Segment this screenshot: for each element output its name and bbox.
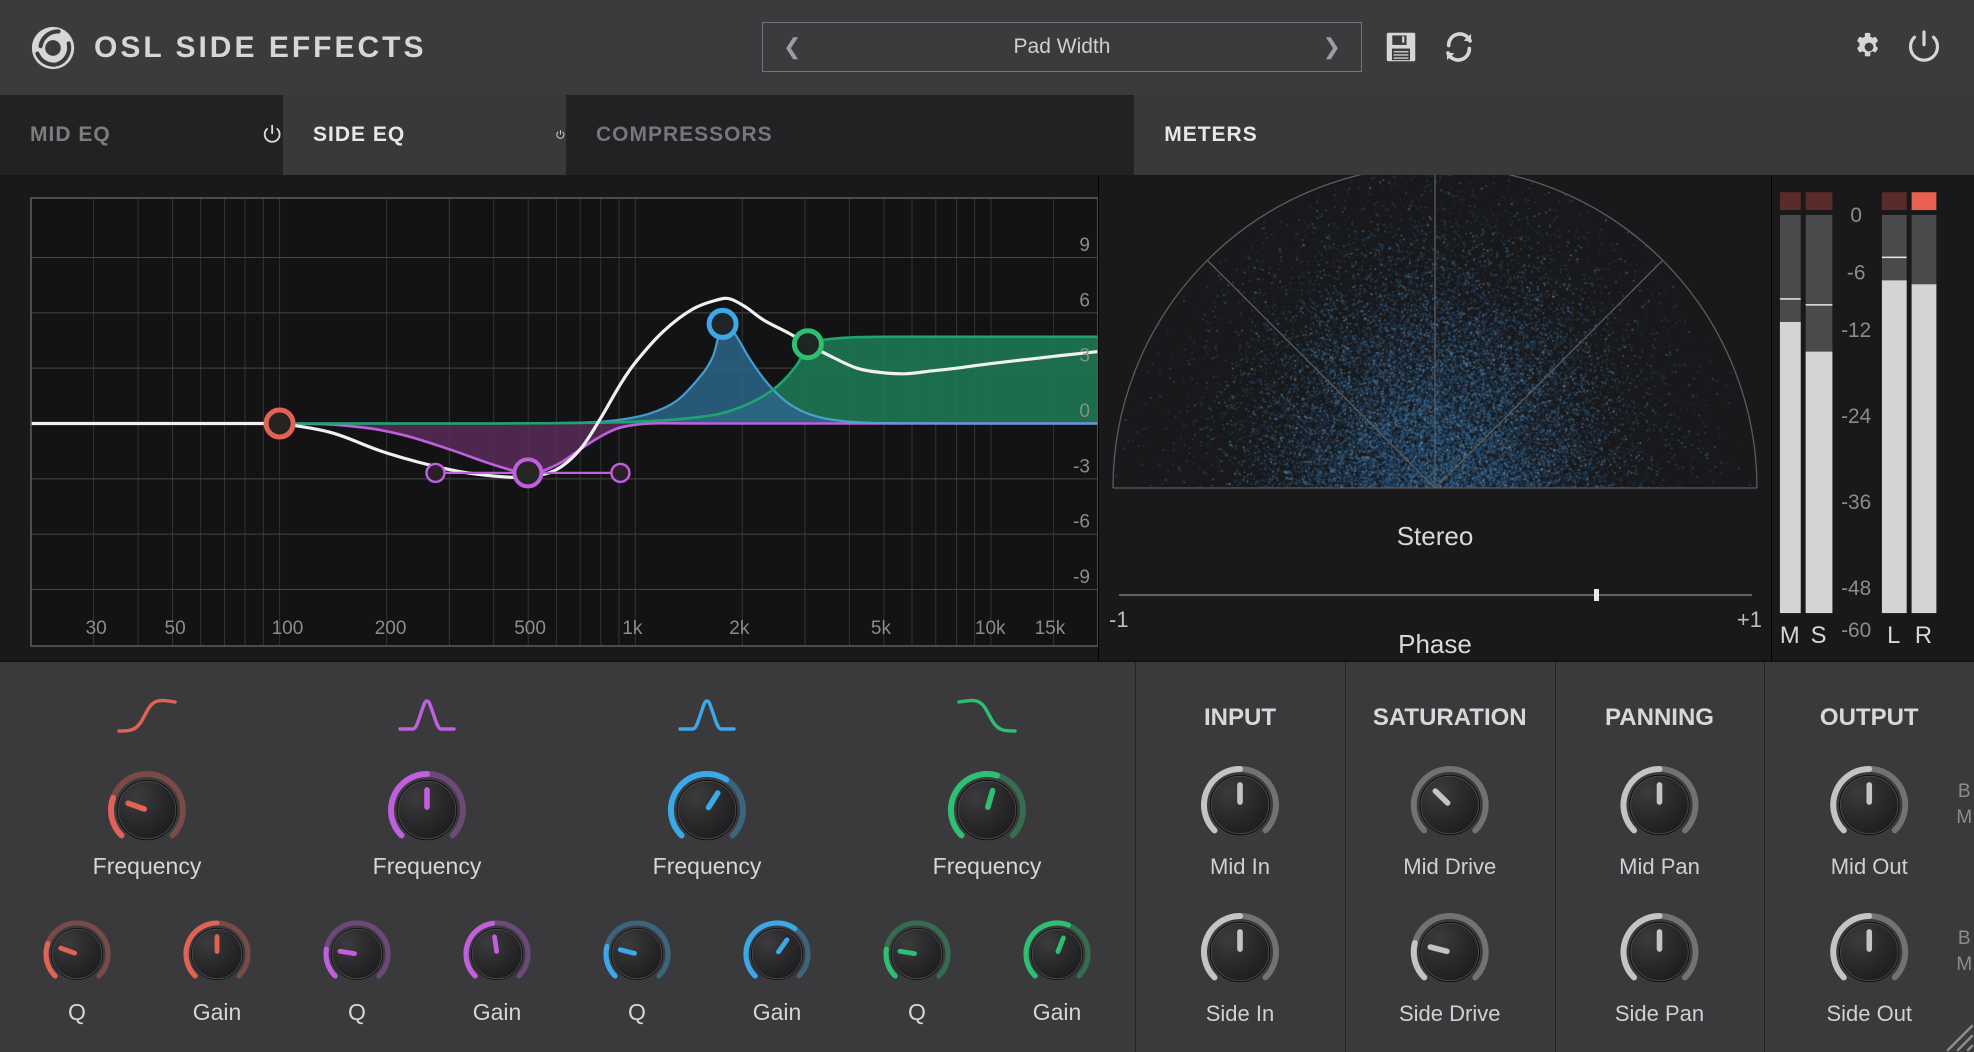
svg-text:S: S bbox=[1811, 622, 1827, 649]
svg-text:Mid Drive: Mid Drive bbox=[1403, 854, 1496, 879]
svg-text:Mid In: Mid In bbox=[1210, 854, 1270, 879]
svg-text:Gain: Gain bbox=[473, 999, 522, 1025]
svg-text:Q: Q bbox=[628, 999, 646, 1025]
svg-text:Stereo: Stereo bbox=[1397, 521, 1474, 551]
svg-text:Frequency: Frequency bbox=[373, 853, 482, 879]
svg-text:Mid Pan: Mid Pan bbox=[1619, 854, 1700, 879]
svg-text:1k: 1k bbox=[622, 618, 643, 639]
svg-text:-9: -9 bbox=[1073, 567, 1090, 588]
svg-text:30: 30 bbox=[86, 618, 107, 639]
svg-text:Q: Q bbox=[68, 999, 86, 1025]
svg-text:50: 50 bbox=[165, 618, 186, 639]
svg-text:OUTPUT: OUTPUT bbox=[1820, 704, 1919, 731]
svg-text:2k: 2k bbox=[729, 618, 750, 639]
svg-text:M: M bbox=[1780, 622, 1800, 649]
svg-text:INPUT: INPUT bbox=[1204, 704, 1276, 731]
svg-text:M: M bbox=[1956, 954, 1972, 975]
svg-text:500: 500 bbox=[514, 618, 546, 639]
svg-text:-12: -12 bbox=[1841, 319, 1871, 342]
svg-text:0: 0 bbox=[1079, 401, 1090, 422]
svg-text:Phase: Phase bbox=[1398, 629, 1472, 659]
svg-text:-6: -6 bbox=[1073, 512, 1090, 533]
svg-text:L: L bbox=[1887, 622, 1900, 649]
svg-text:Gain: Gain bbox=[1033, 999, 1082, 1025]
svg-text:-6: -6 bbox=[1847, 261, 1865, 284]
svg-text:+1: +1 bbox=[1737, 607, 1762, 632]
svg-text:Q: Q bbox=[908, 999, 926, 1025]
svg-text:-1: -1 bbox=[1109, 607, 1129, 632]
svg-text:200: 200 bbox=[375, 618, 407, 639]
svg-text:Frequency: Frequency bbox=[933, 853, 1042, 879]
svg-text:-36: -36 bbox=[1841, 491, 1871, 514]
svg-text:15k: 15k bbox=[1035, 618, 1066, 639]
svg-text:B: B bbox=[1958, 928, 1971, 949]
svg-text:Gain: Gain bbox=[193, 999, 242, 1025]
svg-text:SATURATION: SATURATION bbox=[1373, 704, 1527, 731]
svg-text:-24: -24 bbox=[1841, 405, 1871, 428]
svg-text:Side Pan: Side Pan bbox=[1615, 1001, 1704, 1026]
svg-text:3: 3 bbox=[1079, 346, 1090, 367]
svg-text:-60: -60 bbox=[1841, 619, 1871, 642]
svg-text:Frequency: Frequency bbox=[93, 853, 202, 879]
svg-text:10k: 10k bbox=[975, 618, 1006, 639]
svg-text:0: 0 bbox=[1850, 204, 1862, 227]
svg-text:100: 100 bbox=[272, 618, 304, 639]
svg-text:PANNING: PANNING bbox=[1605, 704, 1714, 731]
svg-text:M: M bbox=[1956, 807, 1972, 828]
svg-text:Frequency: Frequency bbox=[653, 853, 762, 879]
svg-text:6: 6 bbox=[1079, 290, 1090, 311]
svg-text:-3: -3 bbox=[1073, 456, 1090, 477]
svg-text:-48: -48 bbox=[1841, 577, 1871, 600]
svg-text:5k: 5k bbox=[871, 618, 892, 639]
svg-text:R: R bbox=[1915, 622, 1932, 649]
svg-text:Q: Q bbox=[348, 999, 366, 1025]
svg-text:Side In: Side In bbox=[1206, 1001, 1275, 1026]
svg-text:Gain: Gain bbox=[753, 999, 802, 1025]
svg-text:Mid Out: Mid Out bbox=[1831, 854, 1908, 879]
svg-text:Side Out: Side Out bbox=[1826, 1001, 1912, 1026]
svg-text:9: 9 bbox=[1079, 235, 1090, 256]
svg-text:Side Drive: Side Drive bbox=[1399, 1001, 1500, 1026]
svg-text:B: B bbox=[1958, 781, 1971, 802]
